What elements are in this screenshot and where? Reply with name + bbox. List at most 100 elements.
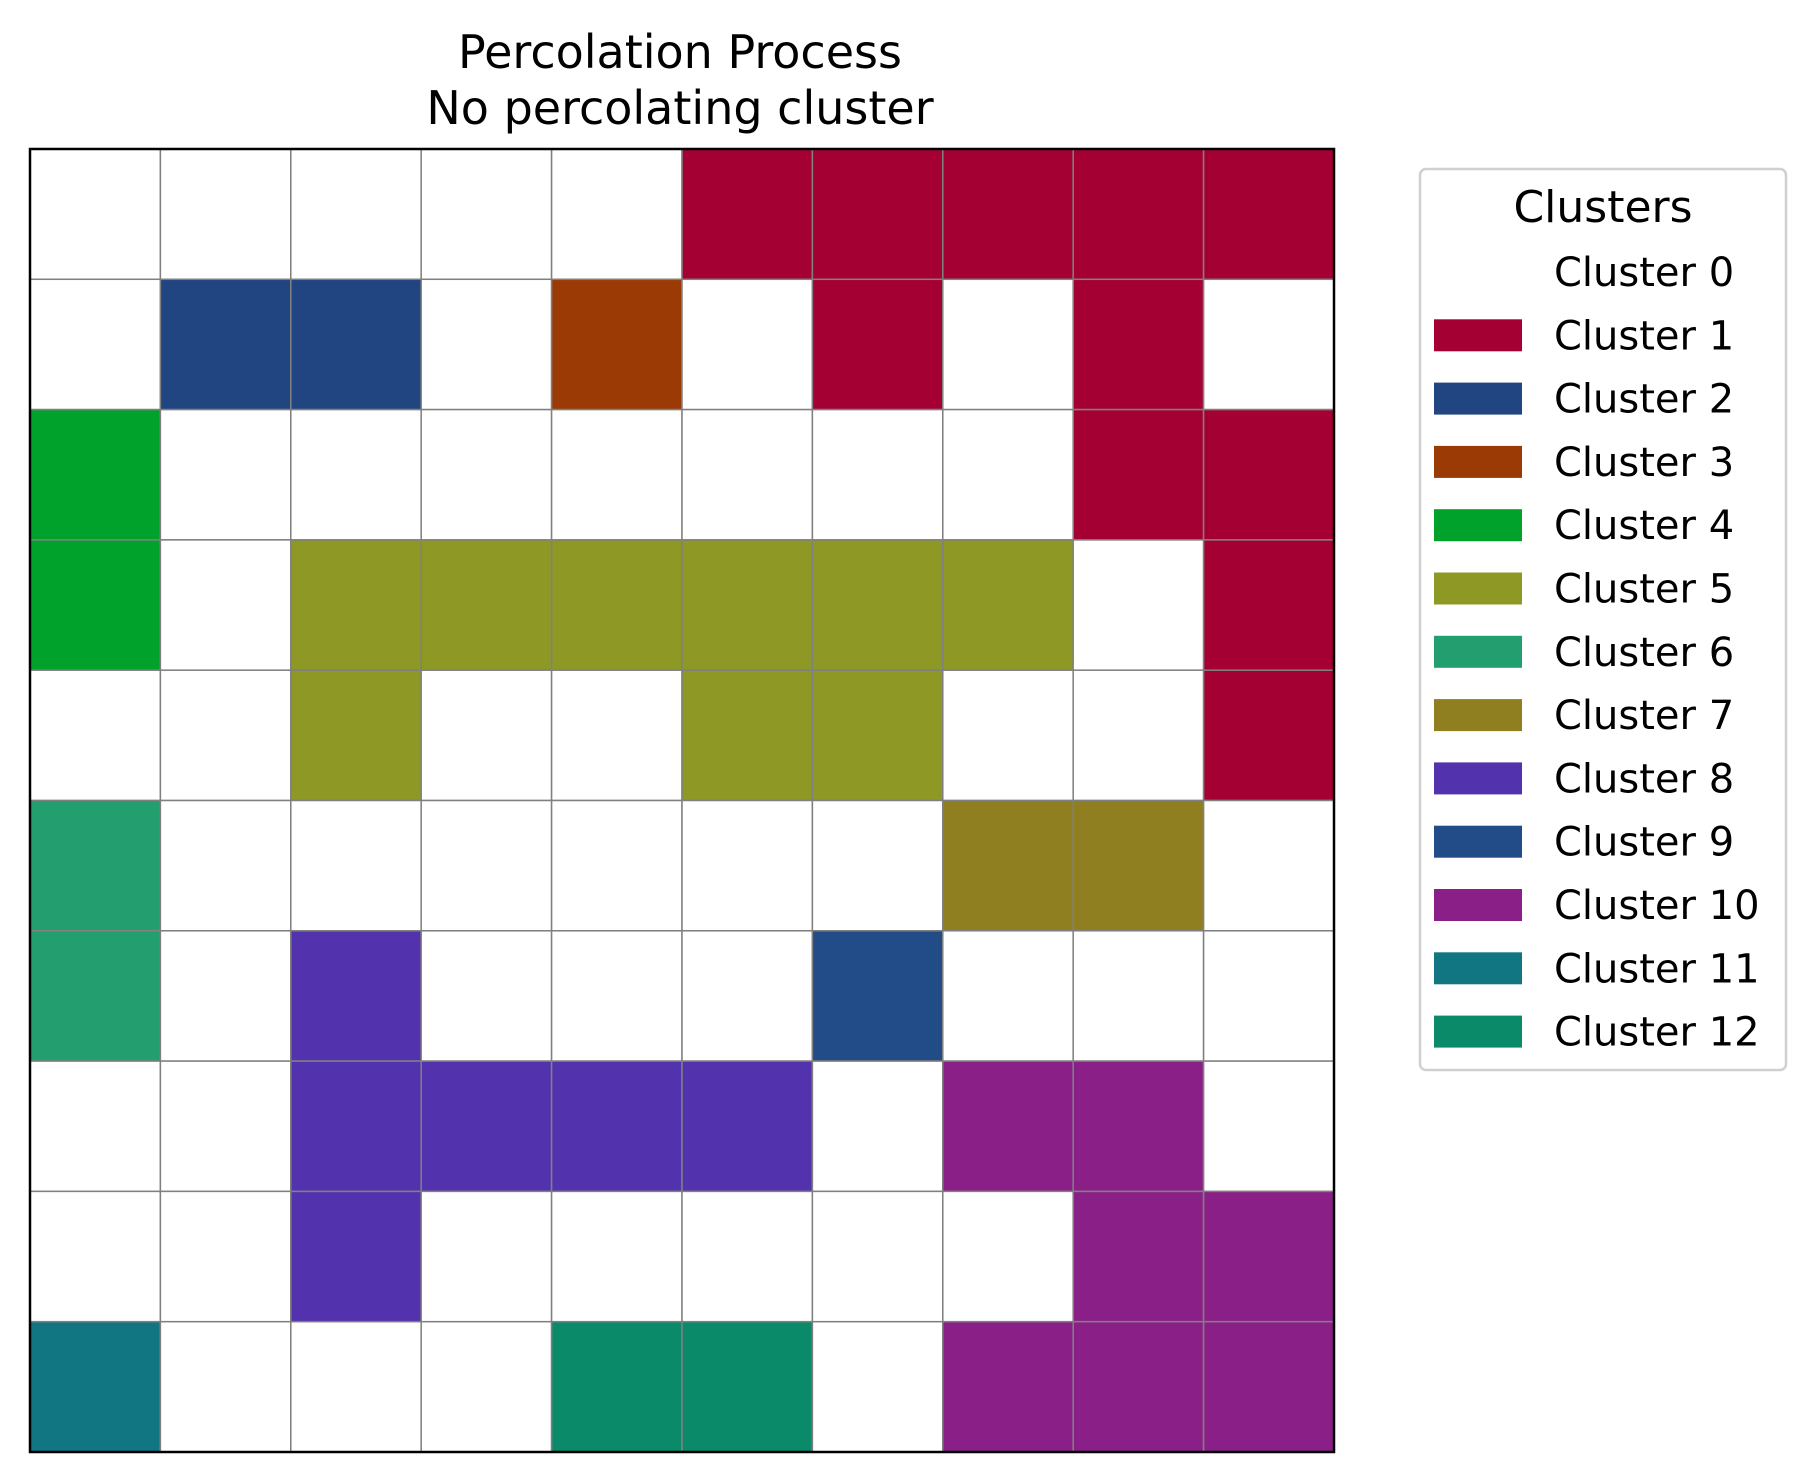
grid-cell-r2-c8-cluster-1	[1072, 408, 1205, 541]
grid-cell-r1-c1-cluster-2	[159, 278, 292, 411]
grid-cell-r5-c9-cluster-0	[1202, 799, 1335, 932]
grid-cell-r4-c4-cluster-0	[550, 669, 683, 802]
grid-cell-r9-c6-cluster-0	[811, 1320, 944, 1453]
grid-cell-r0-c1-cluster-0	[159, 148, 292, 281]
grid-cell-r2-c1-cluster-0	[159, 408, 292, 541]
grid-cell-r1-c0-cluster-0	[29, 278, 162, 411]
grid-cell-r1-c9-cluster-0	[1202, 278, 1335, 411]
grid-cell-r0-c5-cluster-1	[681, 148, 814, 281]
grid-cell-r3-c1-cluster-0	[159, 539, 292, 671]
grid-cell-r3-c0-cluster-4	[29, 539, 162, 671]
legend-swatch-cluster-9	[1434, 825, 1522, 858]
grid-cell-r8-c4-cluster-0	[550, 1190, 683, 1323]
grid-cell-r3-c5-cluster-5	[681, 539, 814, 671]
legend-label-cluster-0: Cluster 0	[1554, 250, 1734, 296]
grid-cell-r9-c9-cluster-10	[1202, 1320, 1335, 1453]
grid-cell-r9-c1-cluster-0	[159, 1320, 292, 1453]
grid-cell-r8-c9-cluster-10	[1202, 1190, 1335, 1323]
grid-cell-r9-c8-cluster-10	[1072, 1320, 1205, 1453]
grid-cell-r7-c3-cluster-8	[420, 1060, 553, 1193]
legend-label-cluster-7: Cluster 7	[1554, 693, 1734, 739]
grid-cell-r8-c2-cluster-8	[290, 1190, 422, 1323]
grid-cell-r8-c7-cluster-0	[942, 1190, 1074, 1323]
grid-cell-r7-c9-cluster-0	[1202, 1060, 1335, 1193]
grid-cell-r6-c6-cluster-9	[811, 930, 944, 1062]
grid-cell-r4-c6-cluster-5	[811, 669, 944, 802]
legend-label-cluster-6: Cluster 6	[1554, 630, 1734, 676]
grid-cell-r0-c7-cluster-1	[942, 148, 1074, 281]
grid-cell-r6-c0-cluster-6	[29, 930, 162, 1062]
grid-cell-r6-c2-cluster-8	[290, 930, 422, 1062]
grid-cell-r7-c8-cluster-10	[1072, 1060, 1205, 1193]
legend-label-cluster-4: Cluster 4	[1554, 503, 1734, 549]
grid-cell-r1-c5-cluster-0	[681, 278, 814, 411]
grid-cell-r4-c9-cluster-1	[1202, 669, 1335, 802]
grid-cell-r4-c7-cluster-0	[942, 669, 1074, 802]
legend-swatch-cluster-2	[1434, 382, 1522, 415]
chart-title: Percolation Process	[458, 25, 902, 79]
grid-cell-r1-c8-cluster-1	[1072, 278, 1205, 411]
grid-cell-r6-c9-cluster-0	[1202, 930, 1335, 1062]
grid-cell-r3-c9-cluster-1	[1202, 539, 1335, 671]
legend-title: Clusters	[1513, 182, 1692, 233]
grid-cell-r2-c4-cluster-0	[550, 408, 683, 541]
grid-cell-r4-c0-cluster-0	[29, 669, 162, 802]
legend-swatch-cluster-12	[1434, 1015, 1522, 1048]
legend-swatch-cluster-10	[1434, 889, 1522, 921]
grid-cell-r7-c6-cluster-0	[811, 1060, 944, 1193]
grid-cell-r6-c7-cluster-0	[942, 930, 1074, 1062]
grid-cell-r7-c7-cluster-10	[942, 1060, 1074, 1193]
grid-cell-r7-c0-cluster-0	[29, 1060, 162, 1193]
grid-cell-r5-c7-cluster-7	[942, 799, 1074, 932]
grid-cell-r9-c3-cluster-0	[420, 1320, 553, 1453]
grid-cell-r3-c2-cluster-5	[290, 539, 422, 671]
legend-label-cluster-12: Cluster 12	[1554, 1010, 1760, 1056]
grid-cell-r8-c8-cluster-10	[1072, 1190, 1205, 1323]
grid-cell-r5-c2-cluster-0	[290, 799, 422, 932]
grid-cell-r8-c3-cluster-0	[420, 1190, 553, 1323]
grid-cell-r5-c8-cluster-7	[1072, 799, 1205, 932]
legend-label-cluster-8: Cluster 8	[1554, 756, 1734, 802]
grid-cell-r5-c5-cluster-0	[681, 799, 814, 932]
grid-cell-r1-c7-cluster-0	[942, 278, 1074, 411]
grid-cell-r8-c5-cluster-0	[681, 1190, 814, 1323]
grid-cell-r0-c4-cluster-0	[550, 148, 683, 281]
legend-swatch-cluster-8	[1434, 762, 1522, 795]
legend-swatch-cluster-6	[1434, 635, 1522, 668]
grid-cell-r4-c3-cluster-0	[420, 669, 553, 802]
grid-cell-r8-c6-cluster-0	[811, 1190, 944, 1323]
grid-cell-r2-c5-cluster-0	[681, 408, 814, 541]
legend-box	[1418, 167, 1788, 1072]
legend-swatch-cluster-1	[1434, 319, 1522, 352]
grid-cell-r4-c8-cluster-0	[1072, 669, 1205, 802]
grid-cell-r7-c5-cluster-8	[681, 1060, 814, 1193]
grid-cell-r6-c8-cluster-0	[1072, 930, 1205, 1062]
grid-cell-r3-c6-cluster-5	[811, 539, 944, 671]
grid-cell-r2-c3-cluster-0	[420, 408, 553, 541]
grid-cell-r8-c1-cluster-0	[159, 1190, 292, 1323]
grid-cell-r7-c1-cluster-0	[159, 1060, 292, 1193]
grid-frame	[28, 147, 1336, 1454]
grid-cell-r5-c1-cluster-0	[159, 799, 292, 932]
grid-cell-r7-c2-cluster-8	[290, 1060, 422, 1193]
grid-cell-r0-c6-cluster-1	[811, 148, 944, 281]
legend-swatch-cluster-4	[1434, 509, 1522, 542]
percolation-grid	[29, 148, 1335, 1453]
grid-cell-r6-c4-cluster-0	[550, 930, 683, 1062]
legend-swatch-cluster-7	[1434, 699, 1522, 732]
grid-cell-r1-c3-cluster-0	[420, 278, 553, 411]
grid-cell-r2-c7-cluster-0	[942, 408, 1074, 541]
legend-label-cluster-5: Cluster 5	[1554, 567, 1734, 613]
grid-cell-r0-c3-cluster-0	[420, 148, 553, 281]
grid-cell-r1-c2-cluster-2	[290, 278, 422, 411]
grid-cell-r6-c3-cluster-0	[420, 930, 553, 1062]
grid-cell-r4-c5-cluster-5	[681, 669, 814, 802]
grid-cell-r5-c0-cluster-6	[29, 799, 162, 932]
legend-label-cluster-9: Cluster 9	[1554, 820, 1734, 866]
grid-cell-r1-c6-cluster-1	[811, 278, 944, 411]
grid-cell-r1-c4-cluster-3	[550, 278, 683, 411]
legend-label-cluster-10: Cluster 10	[1554, 883, 1760, 929]
grid-cell-r2-c0-cluster-4	[29, 408, 162, 541]
grid-cell-r3-c4-cluster-5	[550, 539, 683, 671]
grid-cell-r0-c0-cluster-0	[29, 148, 162, 281]
